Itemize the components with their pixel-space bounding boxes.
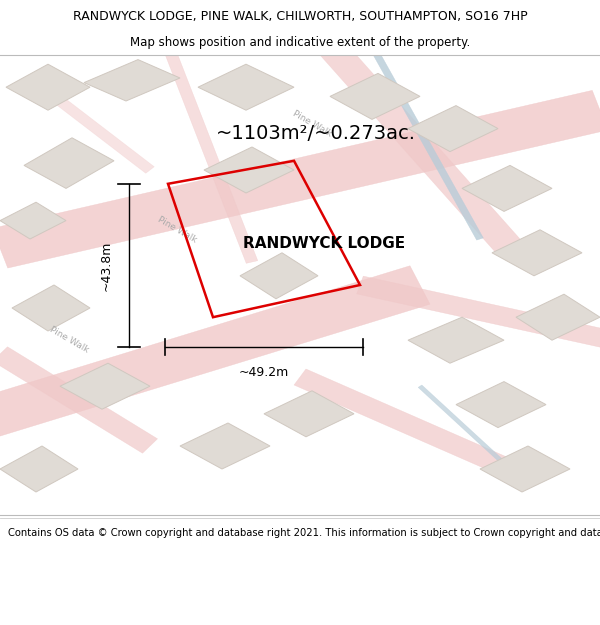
Polygon shape [462,166,552,211]
Text: Pine Walk: Pine Walk [156,215,198,244]
Text: ~49.2m: ~49.2m [239,366,289,379]
Polygon shape [0,202,66,239]
Text: Pine Walk: Pine Walk [48,326,90,355]
Polygon shape [180,423,270,469]
Polygon shape [60,363,150,409]
Polygon shape [492,230,582,276]
Polygon shape [357,276,600,349]
Polygon shape [198,64,294,110]
Polygon shape [162,44,258,263]
Polygon shape [368,45,484,240]
Text: Contains OS data © Crown copyright and database right 2021. This information is : Contains OS data © Crown copyright and d… [8,528,600,538]
Polygon shape [294,369,516,477]
Polygon shape [317,39,523,254]
Text: ~1103m²/~0.273ac.: ~1103m²/~0.273ac. [216,124,416,142]
Polygon shape [418,385,512,470]
Polygon shape [516,294,600,340]
Polygon shape [24,138,114,188]
Polygon shape [264,391,354,437]
Polygon shape [84,59,180,101]
Polygon shape [12,285,90,331]
Polygon shape [456,382,546,428]
Text: RANDWYCK LODGE, PINE WALK, CHILWORTH, SOUTHAMPTON, SO16 7HP: RANDWYCK LODGE, PINE WALK, CHILWORTH, SO… [73,10,527,23]
Polygon shape [0,446,78,492]
Polygon shape [0,347,157,453]
Polygon shape [0,91,600,268]
Polygon shape [240,253,318,299]
Text: Pine Walk: Pine Walk [291,109,333,139]
Text: Map shows position and indicative extent of the property.: Map shows position and indicative extent… [130,36,470,49]
Polygon shape [330,73,420,119]
Polygon shape [408,106,498,152]
Polygon shape [408,318,504,363]
Polygon shape [480,446,570,492]
Polygon shape [204,147,294,193]
Text: ~43.8m: ~43.8m [99,240,112,291]
Polygon shape [26,75,154,173]
Polygon shape [6,64,90,110]
Text: RANDWYCK LODGE: RANDWYCK LODGE [243,236,405,251]
Polygon shape [0,266,430,442]
